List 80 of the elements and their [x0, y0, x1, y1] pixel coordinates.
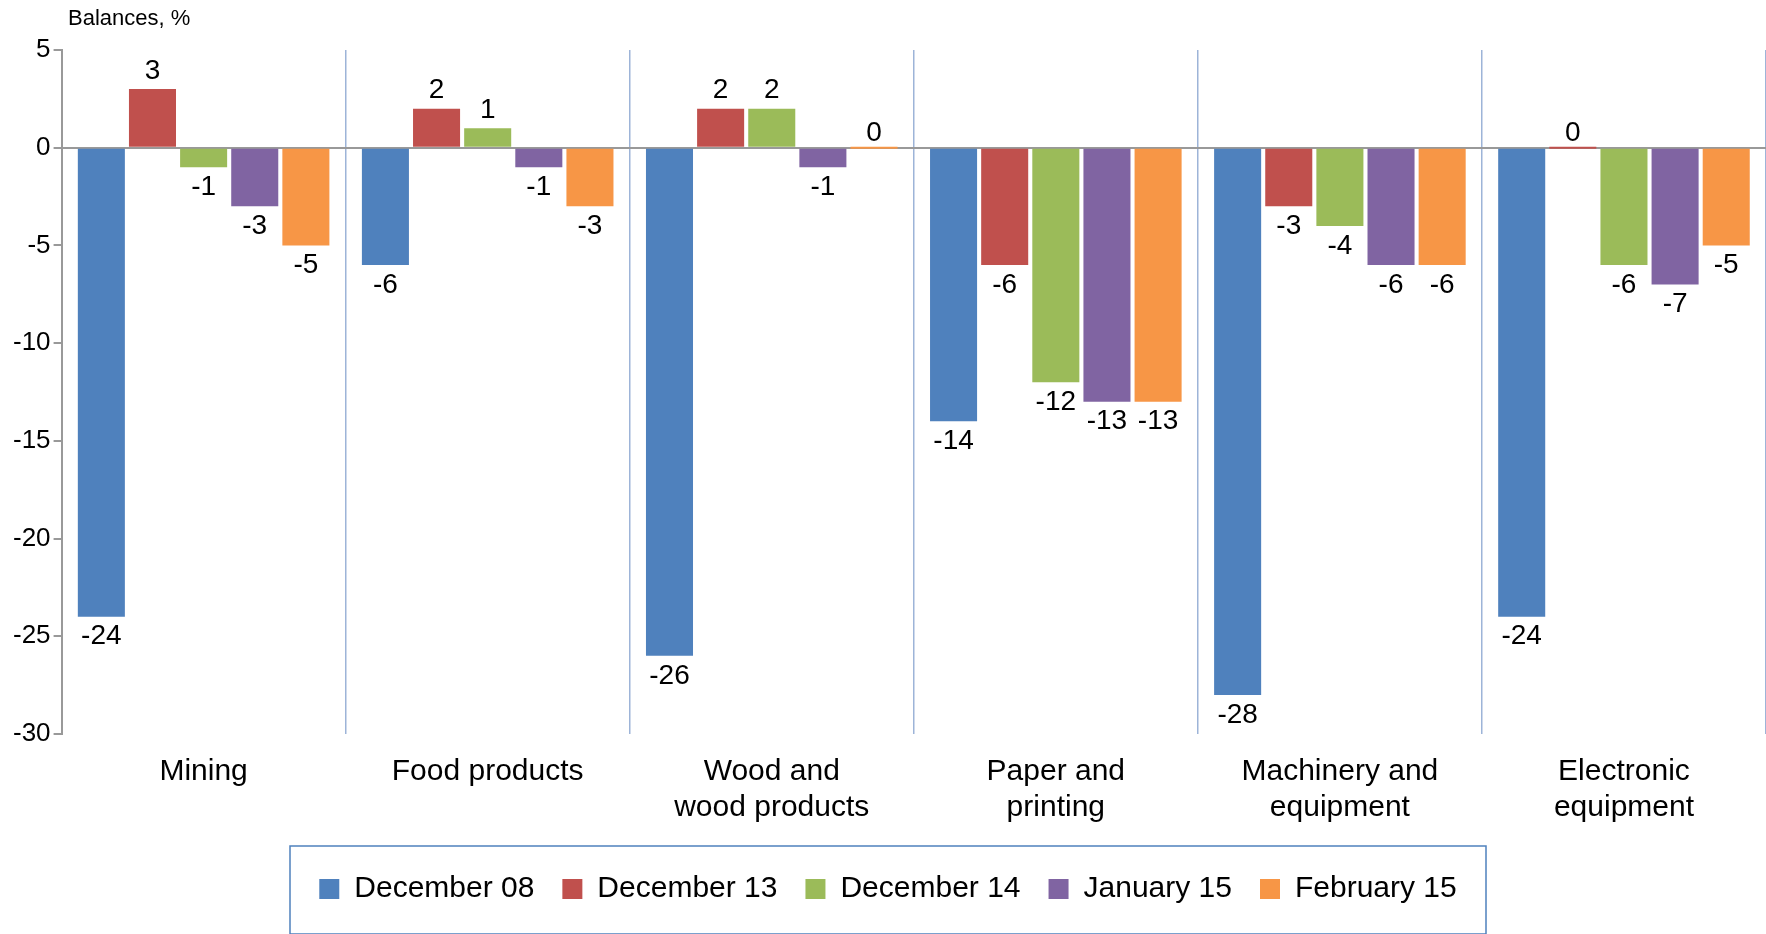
data-label: -14 [933, 424, 974, 456]
data-label: 2 [712, 73, 729, 105]
y-tick-label: -15 [13, 424, 51, 455]
data-label: 3 [144, 53, 161, 85]
data-label: -3 [577, 209, 603, 241]
y-axis-title: Balances, % [68, 5, 191, 31]
data-label: -12 [1035, 384, 1077, 416]
bar [77, 148, 125, 617]
data-label: -24 [81, 619, 122, 651]
y-tick-label: -5 [27, 228, 51, 259]
x-tick-label: Mining [159, 753, 248, 787]
data-label: -1 [191, 169, 217, 201]
bar [1214, 148, 1262, 695]
y-tick-label: -30 [13, 717, 51, 748]
data-label: 2 [763, 73, 780, 105]
bar [1498, 148, 1546, 617]
y-tick-label: 0 [36, 130, 51, 161]
legend-label: December 14 [840, 870, 1021, 904]
legend-label: February 15 [1294, 870, 1457, 904]
data-label: -26 [649, 658, 690, 690]
data-label: -6 [372, 267, 398, 299]
data-label: -6 [1429, 267, 1455, 299]
bar [464, 128, 512, 147]
data-label: -3 [1276, 209, 1302, 241]
bar [799, 148, 847, 168]
bar [282, 148, 330, 246]
data-label: -1 [526, 169, 552, 201]
data-label: -3 [242, 209, 268, 241]
data-label: -28 [1217, 697, 1258, 729]
bar [1549, 146, 1597, 149]
bar [1083, 148, 1131, 402]
x-tick-label: Wood and wood products [673, 753, 870, 823]
bar [930, 148, 978, 422]
bar [981, 148, 1029, 265]
x-tick-label: Food products [391, 753, 584, 787]
bar [697, 108, 745, 147]
data-label: -13 [1086, 404, 1128, 436]
y-tick-label: -25 [13, 619, 51, 650]
x-tick-label: Machinery and equipment [1241, 753, 1439, 823]
y-tick-label: -10 [13, 326, 51, 357]
legend-label: December 08 [354, 870, 535, 904]
data-label: -1 [810, 169, 836, 201]
bar [180, 148, 228, 168]
bar [1600, 148, 1648, 265]
data-label: -6 [992, 267, 1018, 299]
bar [1651, 148, 1699, 285]
data-label: 0 [1565, 116, 1581, 148]
bar [231, 148, 279, 207]
data-label: -24 [1501, 619, 1542, 651]
bar [566, 148, 614, 207]
data-label: -6 [1611, 267, 1637, 299]
legend-label: December 13 [597, 870, 778, 904]
x-tick-label: Electronic equipment [1553, 753, 1695, 823]
bar [1032, 148, 1080, 383]
data-label: 0 [866, 116, 882, 148]
bar [1702, 148, 1750, 246]
y-tick-label: -20 [13, 521, 51, 552]
bar [850, 146, 898, 149]
bar [1418, 148, 1466, 265]
data-label: -4 [1327, 228, 1353, 260]
data-label: 2 [428, 73, 445, 105]
bar [748, 108, 796, 147]
bar [361, 148, 409, 265]
bar [1316, 148, 1364, 226]
data-label: 1 [479, 92, 496, 124]
bar [645, 148, 694, 656]
bar [1367, 148, 1415, 265]
bar [1265, 148, 1313, 207]
data-label: -5 [1713, 248, 1739, 280]
data-label: -5 [293, 248, 319, 280]
y-tick-label: 5 [36, 33, 51, 64]
data-label: -7 [1662, 287, 1688, 319]
bar [128, 89, 176, 147]
legend-label: January 15 [1083, 870, 1232, 904]
data-label: -6 [1378, 267, 1404, 299]
bar [1134, 148, 1182, 402]
bar [515, 148, 563, 168]
x-tick-label: Paper and printing [986, 753, 1126, 823]
bar [413, 108, 461, 147]
data-label: -13 [1137, 404, 1179, 436]
